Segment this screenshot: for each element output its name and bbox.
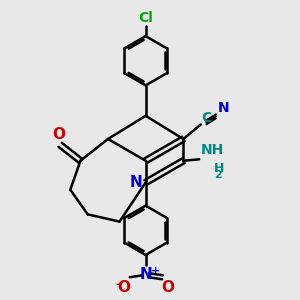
Text: H: H: [214, 162, 225, 175]
Text: O: O: [117, 280, 130, 295]
Text: 2: 2: [214, 170, 222, 180]
Text: Cl: Cl: [138, 11, 153, 25]
Text: -: -: [115, 278, 120, 291]
Text: C: C: [201, 110, 212, 124]
Text: N: N: [130, 175, 143, 190]
Text: N: N: [139, 266, 152, 281]
Text: +: +: [151, 266, 160, 276]
Text: NH: NH: [201, 143, 224, 157]
Text: O: O: [161, 280, 174, 295]
Text: O: O: [52, 127, 65, 142]
Text: N: N: [218, 101, 229, 115]
